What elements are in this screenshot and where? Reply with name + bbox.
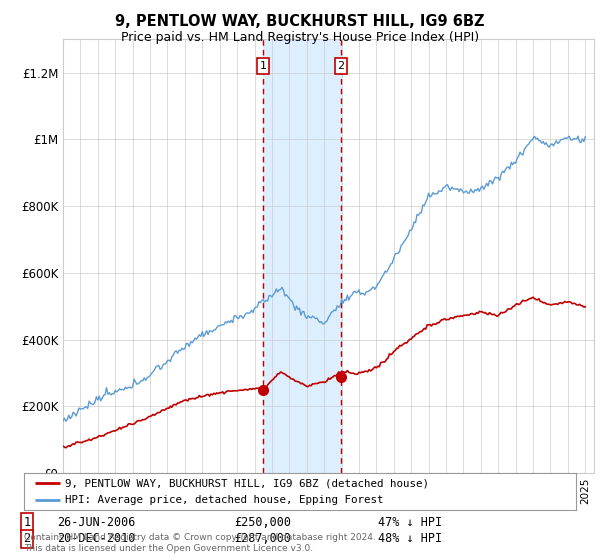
Text: HPI: Average price, detached house, Epping Forest: HPI: Average price, detached house, Eppi… xyxy=(65,495,384,505)
Text: 20-DEC-2010: 20-DEC-2010 xyxy=(57,532,136,545)
Text: Contains HM Land Registry data © Crown copyright and database right 2024.
This d: Contains HM Land Registry data © Crown c… xyxy=(24,533,376,553)
Text: £287,000: £287,000 xyxy=(234,532,291,545)
Text: 1: 1 xyxy=(23,516,31,529)
Text: 2: 2 xyxy=(23,532,31,545)
Text: 9, PENTLOW WAY, BUCKHURST HILL, IG9 6BZ (detached house): 9, PENTLOW WAY, BUCKHURST HILL, IG9 6BZ … xyxy=(65,478,430,488)
Text: 9, PENTLOW WAY, BUCKHURST HILL, IG9 6BZ: 9, PENTLOW WAY, BUCKHURST HILL, IG9 6BZ xyxy=(115,14,485,29)
Text: £250,000: £250,000 xyxy=(234,516,291,529)
Text: 1: 1 xyxy=(260,61,266,71)
Text: 2: 2 xyxy=(337,61,344,71)
Text: Price paid vs. HM Land Registry's House Price Index (HPI): Price paid vs. HM Land Registry's House … xyxy=(121,31,479,44)
Text: 26-JUN-2006: 26-JUN-2006 xyxy=(57,516,136,529)
Text: 48% ↓ HPI: 48% ↓ HPI xyxy=(378,532,442,545)
Text: 47% ↓ HPI: 47% ↓ HPI xyxy=(378,516,442,529)
Bar xyxy=(263,39,341,473)
